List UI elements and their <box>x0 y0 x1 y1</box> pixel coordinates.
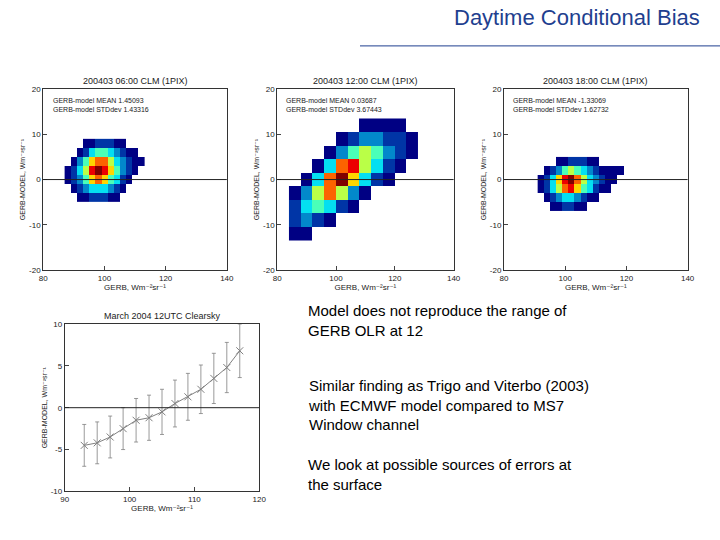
svg-text:0: 0 <box>58 404 63 413</box>
svg-text:20: 20 <box>266 85 275 94</box>
svg-text:120: 120 <box>388 274 402 283</box>
svg-text:20: 20 <box>32 85 41 94</box>
svg-text:140: 140 <box>681 274 695 283</box>
svg-text:GERB-model MEAN 1.45093GERB-mo: GERB-model MEAN 1.45093GERB-model STDdev… <box>53 97 149 113</box>
svg-text:200403 18:00 CLM (1PIX): 200403 18:00 CLM (1PIX) <box>543 76 648 86</box>
svg-text:Daytime Conditional Bias: Daytime Conditional Bias <box>454 5 700 30</box>
svg-text:80: 80 <box>273 274 282 283</box>
svg-text:-10: -10 <box>29 221 41 230</box>
svg-text:10: 10 <box>32 130 41 139</box>
svg-text:200403 06:00 CLM (1PIX): 200403 06:00 CLM (1PIX) <box>83 76 188 86</box>
svg-text:GERB-MODEL, Wm⁻²sr⁻¹: GERB-MODEL, Wm⁻²sr⁻¹ <box>480 138 487 220</box>
svg-text:GERB-MODEL, Wm⁻²sr⁻¹: GERB-MODEL, Wm⁻²sr⁻¹ <box>19 138 26 220</box>
svg-text:GERB, Wm⁻²sr⁻¹: GERB, Wm⁻²sr⁻¹ <box>335 283 397 292</box>
svg-text:10: 10 <box>266 130 275 139</box>
svg-text:10: 10 <box>492 130 501 139</box>
svg-text:120: 120 <box>253 495 267 504</box>
svg-text:GERB, Wm⁻²sr⁻¹: GERB, Wm⁻²sr⁻¹ <box>565 283 627 292</box>
svg-text:110: 110 <box>188 495 201 504</box>
svg-text:140: 140 <box>447 274 461 283</box>
svg-text:-20: -20 <box>263 266 275 275</box>
svg-text:120: 120 <box>620 274 634 283</box>
svg-text:0: 0 <box>497 175 502 184</box>
svg-text:100: 100 <box>559 274 573 283</box>
svg-text:80: 80 <box>500 274 509 283</box>
svg-text:Similar finding as Trigo and V: Similar finding as Trigo and Viterbo (20… <box>308 377 589 433</box>
svg-text:20: 20 <box>492 85 501 94</box>
svg-text:GERB-MODEL, Wm⁻²sr⁻¹: GERB-MODEL, Wm⁻²sr⁻¹ <box>41 366 48 448</box>
svg-text:-5: -5 <box>55 445 63 454</box>
svg-text:200403 12:00 CLM (1PIX): 200403 12:00 CLM (1PIX) <box>313 76 418 86</box>
svg-text:GERB-model MEAN 0.03687GERB-mo: GERB-model MEAN 0.03687GERB-model STDdev… <box>286 97 382 113</box>
svg-text:-10: -10 <box>490 221 502 230</box>
svg-text:-20: -20 <box>490 266 502 275</box>
svg-text:-20: -20 <box>29 266 41 275</box>
svg-text:Model does not reproduce the r: Model does not reproduce the range ofGER… <box>308 302 567 339</box>
svg-text:0: 0 <box>270 175 275 184</box>
svg-text:March 2004 12UTC Clearsky: March 2004 12UTC Clearsky <box>104 311 221 321</box>
svg-text:10: 10 <box>53 320 62 329</box>
svg-text:-10: -10 <box>263 221 275 230</box>
svg-text:90: 90 <box>60 495 69 504</box>
svg-text:100: 100 <box>98 274 112 283</box>
svg-text:0: 0 <box>36 175 41 184</box>
svg-text:We look at possible sources of: We look at possible sources of errors at… <box>308 456 572 493</box>
svg-text:GERB, Wm⁻²sr⁻¹: GERB, Wm⁻²sr⁻¹ <box>104 283 166 292</box>
svg-text:GERB-model MEAN -1.33069GERB-m: GERB-model MEAN -1.33069GERB-model STDde… <box>513 97 609 113</box>
svg-text:-10: -10 <box>51 487 63 496</box>
svg-text:80: 80 <box>39 274 48 283</box>
svg-text:120: 120 <box>159 274 173 283</box>
svg-text:140: 140 <box>220 274 234 283</box>
svg-text:GERB-MODEL, Wm⁻²sr⁻¹: GERB-MODEL, Wm⁻²sr⁻¹ <box>253 138 260 220</box>
svg-text:5: 5 <box>58 362 63 371</box>
svg-text:100: 100 <box>123 495 137 504</box>
svg-text:GERB, Wm⁻²sr⁻¹: GERB, Wm⁻²sr⁻¹ <box>131 504 193 513</box>
svg-text:100: 100 <box>329 274 343 283</box>
